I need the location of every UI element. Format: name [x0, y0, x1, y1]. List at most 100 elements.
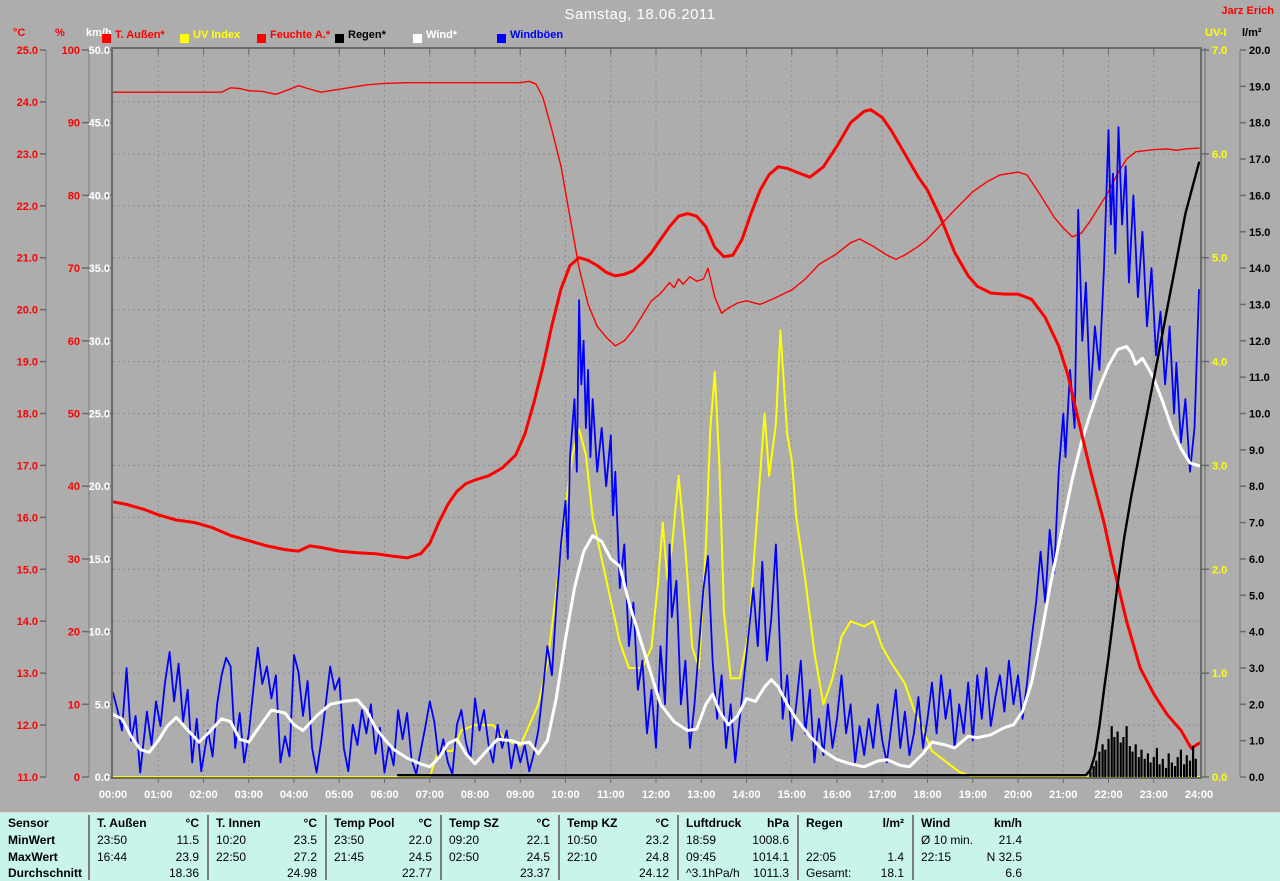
sensor-min-value: 22.1	[526, 833, 550, 847]
sensor-min-value: 22.0	[408, 833, 432, 847]
table-divider	[88, 815, 90, 880]
svg-text:16.0: 16.0	[17, 512, 38, 524]
axis-wind: 50.0 45.0 40.0 35.0 30.0 25.0 20.0 15.0 10.0 5.0 0…	[89, 45, 112, 784]
svg-text:24:00: 24:00	[1185, 789, 1213, 801]
svg-text:2.0: 2.0	[1249, 699, 1264, 711]
sensor-avg-value: 1011.3	[753, 866, 789, 880]
series-feuchte	[112, 80, 1200, 347]
sensor-unit: °C	[418, 816, 432, 830]
sensor-max-time: 09:45	[686, 850, 717, 864]
sensor-max-value: 23.9	[175, 850, 199, 864]
svg-text:21.0: 21.0	[17, 253, 38, 265]
table-divider	[677, 815, 679, 880]
sensor-max-time: 22:15	[921, 850, 952, 864]
axis-unit-humidity: %	[55, 27, 65, 39]
series-gusts	[112, 126, 1200, 775]
legend-swatch-icon	[497, 34, 506, 43]
svg-text:12:00: 12:00	[642, 789, 670, 801]
svg-text:5.0: 5.0	[1249, 590, 1264, 602]
svg-text:13.0: 13.0	[1249, 299, 1270, 311]
svg-text:1.0: 1.0	[1249, 736, 1264, 748]
sensor-avg-value: 6.6	[1005, 866, 1022, 880]
sensor-avg-value: 18.36	[168, 866, 199, 880]
svg-text:18.0: 18.0	[1249, 118, 1270, 130]
table-row-label: Durchschnitt	[8, 866, 83, 880]
legend-item-3: Feuchte A.*	[257, 29, 331, 43]
svg-text:90: 90	[68, 118, 80, 130]
svg-text:20:00: 20:00	[1004, 789, 1032, 801]
svg-text:7.0: 7.0	[1249, 518, 1264, 530]
svg-text:11:00: 11:00	[597, 789, 625, 801]
table-divider	[440, 815, 442, 880]
sensor-min-time: 10:20	[216, 833, 247, 847]
svg-text:05:00: 05:00	[325, 789, 353, 801]
sensor-avg-time: ^3.1hPa/h	[686, 866, 740, 880]
legend-label: Feuchte A.*	[270, 29, 331, 41]
svg-text:35.0: 35.0	[89, 263, 110, 275]
svg-text:10.0: 10.0	[1249, 409, 1270, 421]
sensor-max-time: 22:05	[806, 850, 837, 864]
svg-text:4.0: 4.0	[1212, 357, 1227, 369]
svg-text:45.0: 45.0	[89, 118, 110, 130]
svg-text:19:00: 19:00	[959, 789, 987, 801]
svg-text:50: 50	[68, 409, 80, 421]
legend: T. Außen* UV Index Feuchte A.* Regen* Wind* W…	[0, 29, 1200, 43]
svg-text:60: 60	[68, 336, 80, 348]
svg-text:25.0: 25.0	[89, 409, 110, 421]
sensor-max-value: 1014.1	[752, 850, 789, 864]
sensor-unit: °C	[536, 816, 550, 830]
svg-text:13:00: 13:00	[687, 789, 715, 801]
page-title: Samstag, 18.06.2011	[564, 6, 716, 23]
svg-text:2.0: 2.0	[1212, 564, 1227, 576]
sensor-max-time: 22:50	[216, 850, 247, 864]
chart-svg: 25.0 24.0 23.0 22.0 21.0 20.0 19.0 18.0 17.0 16.0…	[17, 45, 1271, 801]
sensor-avg-value: 24.12	[638, 866, 669, 880]
sensor-unit: °C	[185, 816, 199, 830]
legend-swatch-icon	[413, 34, 422, 43]
sensor-min-time: 23:50	[97, 833, 128, 847]
sensor-min-value: 11.5	[176, 833, 199, 847]
svg-text:0.0: 0.0	[1249, 772, 1264, 784]
sensor-unit: °C	[655, 816, 669, 830]
svg-text:15:00: 15:00	[778, 789, 806, 801]
svg-text:80: 80	[68, 190, 80, 202]
sensor-min-value: 23.2	[645, 833, 669, 847]
svg-text:19.0: 19.0	[1249, 81, 1270, 93]
svg-text:10.0: 10.0	[89, 627, 110, 639]
sensor-min-time: Ø 10 min.	[921, 833, 974, 847]
svg-text:16.0: 16.0	[1249, 190, 1270, 202]
sensor-max-value: 24.5	[408, 850, 432, 864]
sensor-name: Temp SZ	[449, 816, 499, 830]
svg-text:20: 20	[68, 627, 80, 639]
sensor-min-value: 23.5	[293, 833, 317, 847]
axis-unit-temp: °C	[13, 27, 26, 39]
sensor-name: Luftdruck	[686, 816, 742, 830]
svg-text:12.0: 12.0	[1249, 336, 1270, 348]
legend-label: T. Außen*	[115, 29, 165, 41]
svg-text:11.0: 11.0	[17, 772, 38, 784]
svg-text:15.0: 15.0	[89, 554, 110, 566]
svg-text:40.0: 40.0	[89, 190, 110, 202]
svg-text:0.0: 0.0	[95, 772, 110, 784]
legend-swatch-icon	[335, 34, 344, 43]
svg-text:04:00: 04:00	[280, 789, 308, 801]
legend-label: Windböen	[510, 29, 564, 41]
svg-text:6.0: 6.0	[1249, 554, 1264, 566]
svg-text:7.0: 7.0	[1212, 45, 1227, 57]
svg-text:11.0: 11.0	[1249, 372, 1270, 384]
axis-rain: 20.0 19.0 18.0 17.0 16.0 15.0 14.0 13.0 12.0 11.0…	[1240, 45, 1270, 784]
rain-rate-bars	[1089, 726, 1197, 777]
svg-text:0.0: 0.0	[1212, 772, 1227, 784]
axis-unit-rain: l/m²	[1242, 27, 1262, 39]
sensor-max-value: 24.8	[645, 850, 669, 864]
table-divider	[797, 815, 799, 880]
sensor-max-value: N 32.5	[986, 850, 1022, 864]
svg-text:30.0: 30.0	[89, 336, 110, 348]
table-divider	[912, 815, 914, 880]
legend-item-1: T. Außen*	[102, 29, 165, 43]
svg-text:15.0: 15.0	[1249, 227, 1270, 239]
svg-text:14.0: 14.0	[1249, 263, 1270, 275]
svg-text:20.0: 20.0	[1249, 45, 1270, 57]
sensor-avg-value: 23.37	[519, 866, 550, 880]
